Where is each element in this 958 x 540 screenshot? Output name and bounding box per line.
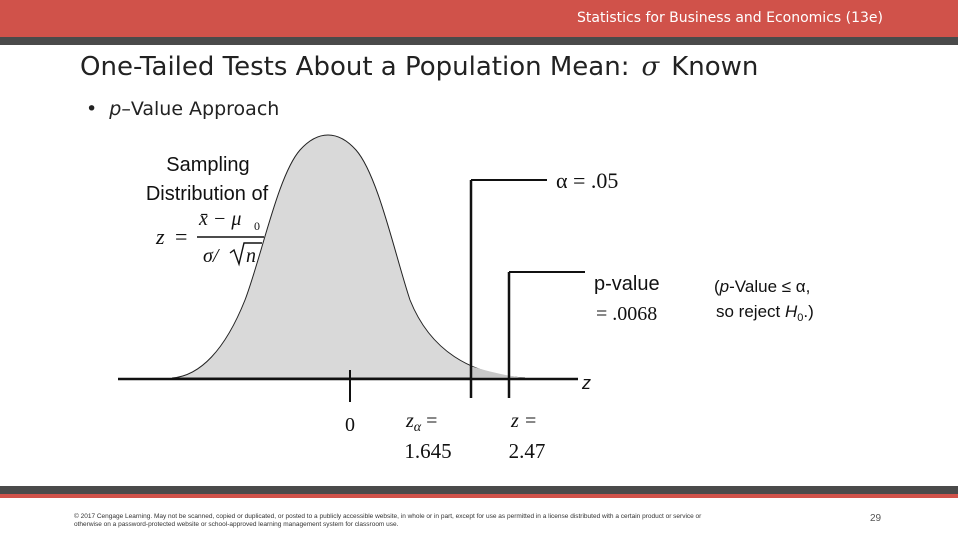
header-text: Statistics for Business and Economics (1… [577,10,883,26]
sqrt-sign [229,242,262,267]
footer-accent-bar [0,494,958,498]
note-h-sub: 0 [797,312,803,324]
z-alpha-value: 1.645 [404,439,451,463]
formula-denominator-sigma: σ/ [203,245,221,267]
title-suffix: Known [671,52,759,82]
formula-equals: = [175,224,187,249]
bullet-point: • p–Value Approach [86,98,279,120]
header-divider [0,37,958,45]
z-formula: z = x̄ − μ 0 σ/ n [155,208,264,267]
alpha-label: α = .05 [556,168,618,193]
footer-divider [0,486,958,494]
copyright-line2: otherwise on a password-protected websit… [74,521,399,528]
header-bar: Statistics for Business and Economics (1… [0,0,958,37]
pvalue-label: p-value [594,273,660,295]
note-p: p [719,277,729,296]
bullet-marker: • [86,98,98,120]
bullet-p: p [109,98,122,120]
z-alpha-sub: α [414,420,422,435]
z-stat-value: 2.47 [509,439,546,463]
formula-numerator-subscript: 0 [254,219,260,233]
formula-numerator: x̄ − μ [198,208,241,230]
note-open: ( [714,277,720,296]
z-alpha-label: zα = [405,410,437,435]
note-rest: -Value ≤ α, [729,277,810,296]
z-stat-label: z = [510,410,537,432]
title-prefix: One-Tailed Tests About a Population Mean… [80,52,630,82]
pvalue-value: = .0068 [596,303,657,325]
note-h: H [785,302,798,321]
normal-curve-area [171,134,526,379]
page-number: 29 [870,513,882,524]
sigma-symbol: σ [641,52,660,82]
rejection-region [470,366,525,378]
z-alpha-eq: = [421,410,437,432]
formula-denominator-n: n [246,245,256,267]
sampling-label-line2: Distribution of [146,183,269,205]
formula-z: z [155,224,165,249]
tick-zero-label: 0 [345,414,355,436]
decision-note-line1: (p-Value ≤ α, [714,277,810,296]
axis-label-z: z [581,373,591,393]
bullet-text: –Value Approach [121,98,280,120]
copyright-notice: © 2017 Cengage Learning. May not be scan… [74,513,804,529]
z-alpha-z: z [405,410,414,432]
note-so-reject: so reject [716,302,785,321]
decision-note-line2: so reject H0.) [716,302,814,324]
slide-title: One-Tailed Tests About a Population Mean… [80,52,758,82]
note-end: .) [803,302,813,321]
sampling-label-line1: Sampling [166,154,249,176]
copyright-line1: © 2017 Cengage Learning. May not be scan… [74,513,702,520]
